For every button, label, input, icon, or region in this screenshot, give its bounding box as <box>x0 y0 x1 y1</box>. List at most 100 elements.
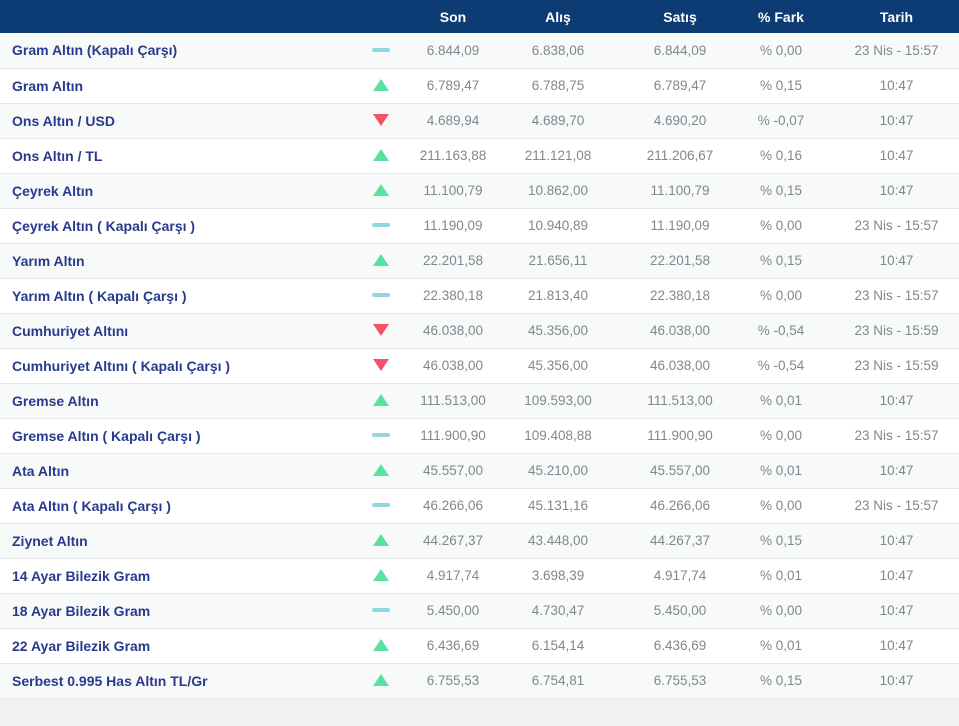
change-indicator-cell <box>358 663 404 698</box>
son-value: 211.163,88 <box>419 148 487 163</box>
instrument-label[interactable]: Cumhuriyet Altını <box>12 322 129 339</box>
table-row[interactable]: 18 Ayar Bilezik Gram 5.450,00 4.730,47 5.45… <box>0 593 959 628</box>
tarih-timestamp: 10:47 <box>879 78 914 93</box>
instrument-label[interactable]: Ata Altın <box>12 462 70 479</box>
table-row[interactable]: Gremse Altın ( Kapalı Çarşı ) 111.900,90 1… <box>0 418 959 453</box>
alis-value: 6.788,75 <box>531 78 585 93</box>
change-indicator-cell <box>358 103 404 138</box>
instrument-label[interactable]: Yarım Altın ( Kapalı Çarşı ) <box>12 287 187 304</box>
alis-value: 43.448,00 <box>527 533 589 548</box>
header-change-blank <box>358 0 404 33</box>
satis-value: 6.755,53 <box>653 673 707 688</box>
satis-value: 6.844,09 <box>653 42 707 58</box>
up-triangle-icon <box>373 79 389 92</box>
satis-value: 22.380,18 <box>649 288 711 303</box>
tarih-timestamp: 10:47 <box>879 673 914 688</box>
change-indicator-cell <box>358 593 404 628</box>
satis-value: 22.201,58 <box>649 253 711 268</box>
alis-value: 6.838,06 <box>531 42 585 58</box>
instrument-label[interactable]: 18 Ayar Bilezik Gram <box>12 602 151 619</box>
table-row[interactable]: Gram Altın 6.789,47 6.788,75 6.789,47 % 0,15… <box>0 68 959 103</box>
alis-value: 211.121,08 <box>524 148 592 163</box>
instrument-label[interactable]: Ata Altın ( Kapalı Çarşı ) <box>12 497 171 514</box>
fark-percent: % -0,54 <box>757 323 805 338</box>
table-row[interactable]: Ziynet Altın 44.267,37 43.448,00 44.267,37%… <box>0 523 959 558</box>
fark-percent: % 0,00 <box>759 428 803 443</box>
up-triangle-icon <box>373 674 389 687</box>
son-value: 46.038,00 <box>422 323 484 338</box>
table-row[interactable]: Gremse Altın 111.513,00 109.593,00 111.513,… <box>0 383 959 418</box>
tarih-timestamp: 10:47 <box>879 253 914 268</box>
table-row[interactable]: Ons Altın / TL 211.163,88 211.121,08 211.20… <box>0 138 959 173</box>
table-row[interactable]: Cumhuriyet Altını 46.038,00 45.356,00 46.03… <box>0 313 959 348</box>
satis-value: 211.206,67 <box>646 148 714 163</box>
alis-value: 45.210,00 <box>527 463 589 478</box>
instrument-label[interactable]: Çeyrek Altın ( Kapalı Çarşı ) <box>12 217 196 234</box>
table-body: Gram Altın (Kapalı Çarşı) 6.844,09 6.838,0… <box>0 33 959 698</box>
table-row[interactable]: Serbest 0.995 Has Altın TL/Gr 6.755,53 6.7… <box>0 663 959 698</box>
fark-percent: % -0,07 <box>757 113 805 128</box>
fark-percent: % 0,15 <box>759 253 803 268</box>
table-row[interactable]: Çeyrek Altın ( Kapalı Çarşı ) 11.190,09 10… <box>0 208 959 243</box>
table-row[interactable]: Gram Altın (Kapalı Çarşı) 6.844,09 6.838,0… <box>0 33 959 68</box>
son-value: 111.900,90 <box>420 428 486 443</box>
no-change-dash-icon <box>372 608 390 613</box>
table-row[interactable]: Ata Altın 45.557,00 45.210,00 45.557,00 % 0,… <box>0 453 959 488</box>
instrument-label[interactable]: Ziynet Altın <box>12 532 88 549</box>
table-row[interactable]: 22 Ayar Bilezik Gram 6.436,69 6.154,14 6.43… <box>0 628 959 663</box>
tarih-timestamp: 23 Nis - 15:57 <box>854 42 939 58</box>
alis-value: 45.356,00 <box>527 358 589 373</box>
table-row[interactable]: 14 Ayar Bilezik Gram 4.917,74 3.698,39 4.91… <box>0 558 959 593</box>
instrument-label[interactable]: Cumhuriyet Altını ( Kapalı Çarşı ) <box>12 357 231 374</box>
instrument-label[interactable]: Gram Altın (Kapalı Çarşı) <box>12 42 178 59</box>
change-indicator-cell <box>358 488 404 523</box>
instrument-label[interactable]: 22 Ayar Bilezik Gram <box>12 637 151 654</box>
up-triangle-icon <box>373 184 389 197</box>
instrument-label[interactable]: Gram Altın <box>12 77 84 94</box>
satis-value: 46.266,06 <box>649 498 711 513</box>
change-indicator-cell <box>358 68 404 103</box>
up-triangle-icon <box>373 639 389 652</box>
change-indicator-cell <box>358 33 404 68</box>
up-triangle-icon <box>373 149 389 162</box>
table-row[interactable]: Ons Altın / USD 4.689,94 4.689,70 4.690,20%… <box>0 103 959 138</box>
tarih-timestamp: 23 Nis - 15:57 <box>854 218 939 233</box>
change-indicator-cell <box>358 313 404 348</box>
satis-value: 46.038,00 <box>649 358 711 373</box>
fark-percent: % 0,01 <box>759 393 803 408</box>
son-value: 6.755,53 <box>426 673 480 688</box>
table-row[interactable]: Çeyrek Altın 11.100,79 10.862,00 11.100,79%… <box>0 173 959 208</box>
satis-value: 5.450,00 <box>653 603 707 618</box>
up-triangle-icon <box>373 394 389 407</box>
instrument-label[interactable]: Ons Altın / USD <box>12 112 115 129</box>
fark-percent: % 0,01 <box>759 638 803 653</box>
instrument-label[interactable]: Gremse Altın <box>12 392 99 409</box>
alis-value: 10.940,89 <box>527 218 589 233</box>
change-indicator-cell <box>358 173 404 208</box>
instrument-label[interactable]: 14 Ayar Bilezik Gram <box>12 567 151 584</box>
header-fark: % Fark <box>758 8 804 25</box>
table-row[interactable]: Cumhuriyet Altını ( Kapalı Çarşı ) 46.038… <box>0 348 959 383</box>
son-value: 6.844,09 <box>426 42 480 58</box>
instrument-label[interactable]: Gremse Altın ( Kapalı Çarşı ) <box>12 427 201 444</box>
satis-value: 46.038,00 <box>649 323 711 338</box>
table-row[interactable]: Yarım Altın ( Kapalı Çarşı ) 22.380,18 21.… <box>0 278 959 313</box>
fark-percent: % 0,15 <box>759 533 803 548</box>
fark-percent: % 0,00 <box>759 603 803 618</box>
change-indicator-cell <box>358 278 404 313</box>
tarih-timestamp: 23 Nis - 15:57 <box>854 428 939 443</box>
change-indicator-cell <box>358 383 404 418</box>
instrument-label[interactable]: Serbest 0.995 Has Altın TL/Gr <box>12 672 208 689</box>
son-value: 6.436,69 <box>426 638 480 653</box>
alis-value: 109.593,00 <box>524 393 592 408</box>
instrument-label[interactable]: Çeyrek Altın <box>12 182 94 199</box>
instrument-label[interactable]: Yarım Altın <box>12 252 85 269</box>
fark-percent: % 0,15 <box>759 673 803 688</box>
table-row[interactable]: Ata Altın ( Kapalı Çarşı ) 46.266,06 45.13… <box>0 488 959 523</box>
satis-value: 4.917,74 <box>653 568 707 583</box>
no-change-dash-icon <box>372 433 390 438</box>
alis-value: 45.356,00 <box>527 323 589 338</box>
instrument-label[interactable]: Ons Altın / TL <box>12 147 103 164</box>
table-row[interactable]: Yarım Altın 22.201,58 21.656,11 22.201,58 % … <box>0 243 959 278</box>
up-triangle-icon <box>373 254 389 267</box>
